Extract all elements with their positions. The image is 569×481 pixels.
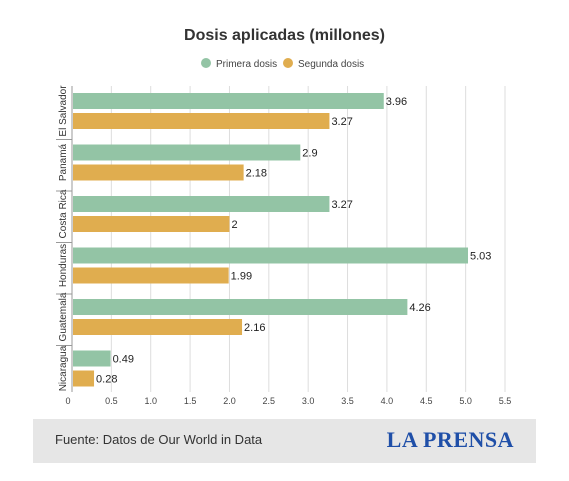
bar-costa-rica-2: [73, 216, 230, 232]
x-tick-label: 3.0: [302, 396, 315, 406]
bar-honduras-2: [73, 267, 229, 284]
legend-marker-1: [201, 58, 211, 68]
x-tick-label: 1.5: [184, 396, 197, 406]
value-label-panama-1: 2.9: [302, 148, 317, 160]
legend-marker-2: [283, 58, 293, 68]
value-label-honduras-2: 1.99: [231, 271, 252, 283]
source-note: Fuente: Datos de Our World in Data: [55, 432, 263, 447]
la-prensa-logo: LA PRENSA: [386, 427, 514, 452]
bar-guatemala-2: [73, 319, 243, 335]
value-label-el-salvador-1: 3.96: [386, 96, 407, 108]
bar-el-salvador-2: [73, 113, 330, 129]
category-label-honduras: Honduras: [58, 244, 69, 287]
value-label-el-salvador-2: 3.27: [331, 116, 352, 128]
legend-label-2: Segunda dosis: [298, 59, 364, 70]
category-label-guatemala: Guatemala: [58, 292, 69, 341]
value-label-costa-rica-2: 2: [231, 219, 237, 231]
x-tick-label: 3.5: [341, 396, 354, 406]
value-label-guatemala-2: 2.16: [244, 322, 265, 334]
category-label-el-salvador: El Salvador: [58, 85, 69, 137]
legend-label-1: Primera dosis: [216, 59, 277, 70]
bar-el-salvador-1: [73, 93, 384, 109]
x-tick-label: 0.5: [105, 396, 118, 406]
chart-title: Dosis aplicadas (millones): [184, 27, 385, 44]
x-tick-label: 5.0: [459, 396, 472, 406]
bar-costa-rica-1: [73, 196, 330, 212]
value-label-honduras-1: 5.03: [470, 251, 491, 263]
bar-honduras-1: [73, 247, 468, 264]
x-tick-label: 4.5: [420, 396, 433, 406]
x-tick-label: 0: [65, 396, 70, 406]
value-label-nicaragua-2: 0.28: [96, 374, 117, 386]
x-tick-label: 4.0: [381, 396, 394, 406]
bar-panama-2: [73, 164, 244, 181]
x-tick-label: 1.0: [144, 396, 157, 406]
x-tick-label: 2.5: [263, 396, 276, 406]
bar-panama-1: [73, 144, 301, 161]
bar-nicaragua-1: [73, 350, 111, 367]
x-tick-label: 5.5: [499, 396, 512, 406]
value-label-panama-2: 2.18: [246, 168, 267, 180]
category-label-costa-rica: Costa Rica: [58, 189, 69, 238]
footer: Fuente: Datos de Our World in Data LA PR…: [33, 419, 536, 463]
x-tick-label: 2.0: [223, 396, 236, 406]
category-label-panama: Panamá: [58, 143, 69, 181]
bar-guatemala-1: [73, 299, 408, 315]
value-label-nicaragua-1: 0.49: [113, 354, 134, 366]
value-label-guatemala-1: 4.26: [409, 302, 430, 314]
bar-nicaragua-2: [73, 370, 95, 387]
value-label-costa-rica-1: 3.27: [331, 199, 352, 211]
category-label-nicaragua: Nicaragua: [58, 345, 69, 391]
